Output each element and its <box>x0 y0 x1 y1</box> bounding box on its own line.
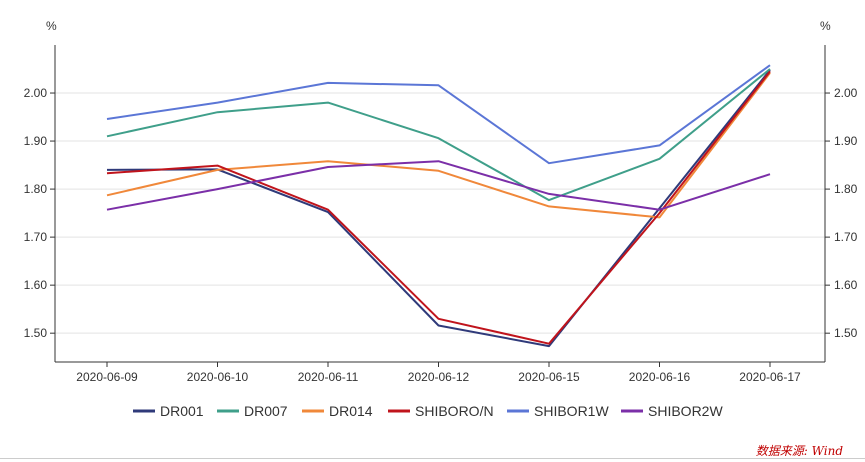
right-tick-label-3: 1.80 <box>834 182 858 196</box>
gridlines <box>55 92 825 334</box>
left-tick-label-0: 1.50 <box>24 326 48 340</box>
series-line-shiboro-n <box>106 70 771 345</box>
legend-label-dr007: DR007 <box>244 403 288 419</box>
x-tick-label-4: 2020-06-15 <box>518 370 580 384</box>
x-tick-label-6: 2020-06-17 <box>739 370 801 384</box>
left-tick-label-3: 1.80 <box>24 182 48 196</box>
right-tick-label-4: 1.90 <box>834 134 858 148</box>
x-tick-label-5: 2020-06-16 <box>629 370 691 384</box>
right-tick-label-0: 1.50 <box>834 326 858 340</box>
right-axis-unit: % <box>820 19 831 33</box>
left-tick-label-2: 1.70 <box>24 230 48 244</box>
left-tick-label-1: 1.60 <box>24 278 48 292</box>
right-tick-label-5: 2.00 <box>834 86 858 100</box>
legend-label-shiboro-n: SHIBORO/N <box>415 403 494 419</box>
series-line-shibor1w <box>106 64 771 165</box>
legend-label-shibor1w: SHIBOR1W <box>534 403 609 419</box>
left-axis-unit: % <box>46 19 57 33</box>
axes: 1.50 1.50 1.60 1.60 1.70 1.70 1.80 1.80 1.90 1.90… <box>24 45 858 384</box>
x-tick-label-1: 2020-06-10 <box>187 370 249 384</box>
data-source-note: 数据来源: Wind <box>755 444 843 458</box>
legend: DR001 DR007 DR014 SHIBORO/N SHIBOR1W SHIBOR2W <box>133 403 723 419</box>
bottom-divider <box>0 458 865 459</box>
series-line-dr007 <box>106 68 771 202</box>
legend-label-dr014: DR014 <box>329 403 373 419</box>
series-lines <box>106 64 771 348</box>
left-tick-label-4: 1.90 <box>24 134 48 148</box>
x-tick-label-0: 2020-06-09 <box>76 370 138 384</box>
legend-label-dr001: DR001 <box>160 403 204 419</box>
right-tick-label-1: 1.60 <box>834 278 858 292</box>
legend-label-shibor2w: SHIBOR2W <box>648 403 723 419</box>
series-line-shibor2w <box>106 160 771 211</box>
x-tick-label-2: 2020-06-11 <box>298 370 359 384</box>
series-line-dr014 <box>106 72 771 219</box>
series-line-dr001 <box>106 69 771 348</box>
right-tick-label-2: 1.70 <box>834 230 858 244</box>
x-tick-label-3: 2020-06-12 <box>408 370 470 384</box>
left-tick-label-5: 2.00 <box>24 86 48 100</box>
